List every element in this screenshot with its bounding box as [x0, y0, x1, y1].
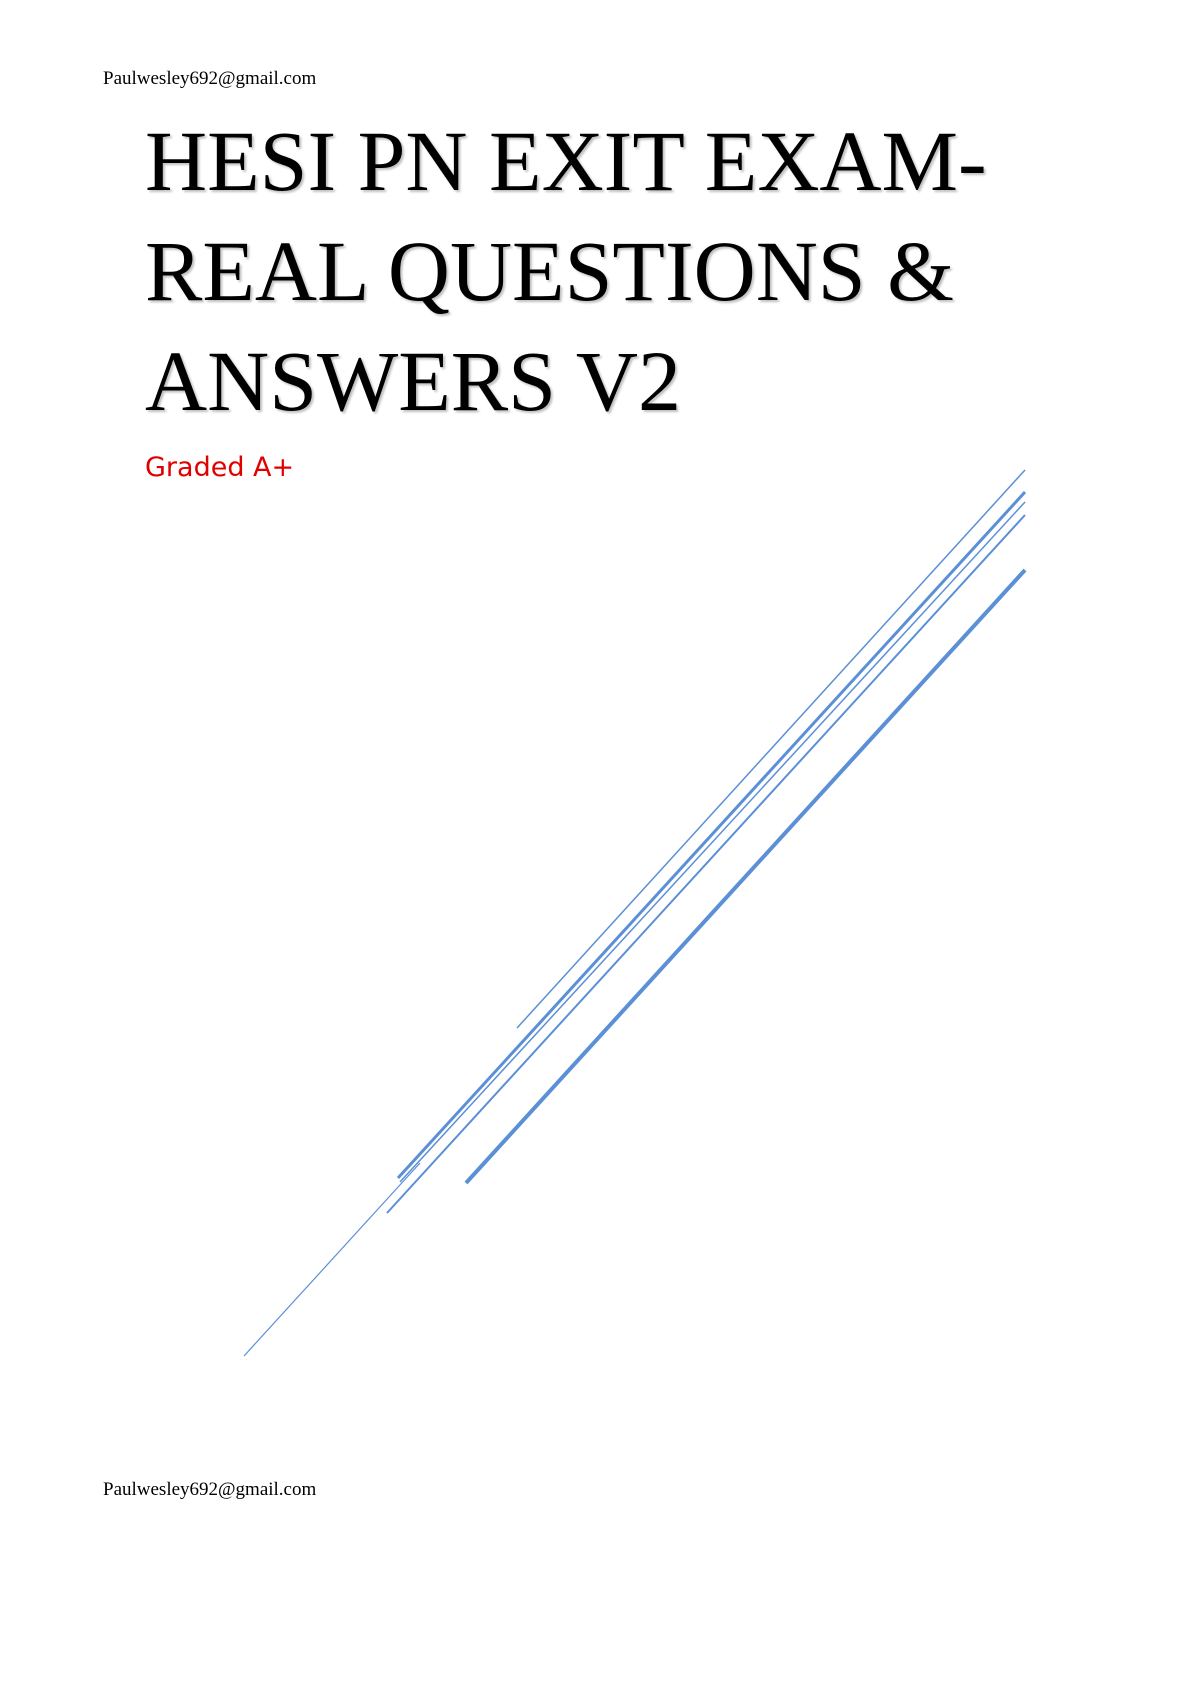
- header-email: Paulwesley692@gmail.com: [103, 68, 317, 89]
- title-line: HESI PN EXIT EXAM-: [145, 113, 987, 209]
- title-line: ANSWERS V2: [145, 333, 681, 429]
- title-line: REAL QUESTIONS &: [145, 223, 955, 319]
- deco-line: [386, 514, 1026, 1214]
- subtitle: Graded A+: [145, 452, 295, 483]
- deco-line: [399, 501, 1026, 1183]
- deco-line: [464, 568, 1027, 1185]
- deco-line: [516, 469, 1026, 1029]
- deco-line: [243, 1162, 421, 1357]
- deco-line: [396, 490, 1027, 1180]
- footer-email: Paulwesley692@gmail.com: [103, 1479, 317, 1500]
